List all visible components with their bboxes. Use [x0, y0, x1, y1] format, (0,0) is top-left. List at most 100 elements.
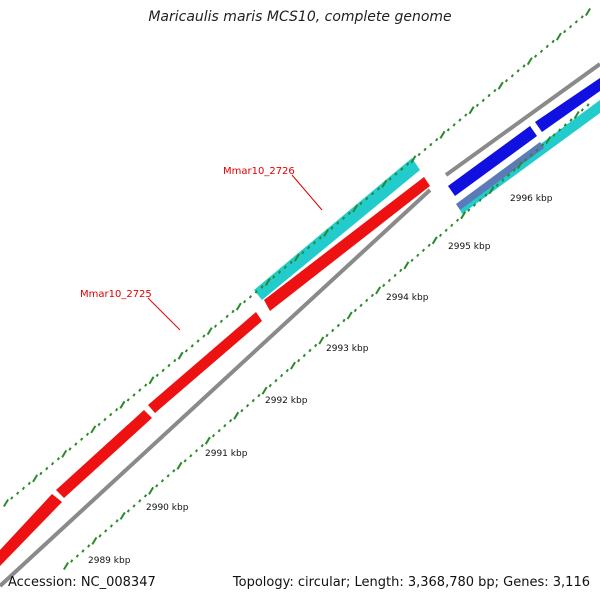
- minor-tick: [423, 147, 427, 152]
- gene-label-mmar10-2726[interactable]: Mmar10_2726: [223, 166, 295, 177]
- minor-tick: [289, 260, 293, 265]
- cds-feature[interactable]: [56, 410, 152, 498]
- major-tick: [488, 186, 495, 195]
- minor-tick: [213, 324, 218, 328]
- major-tick: [3, 498, 9, 508]
- gene-label-mmar10-2725[interactable]: Mmar10_2725: [80, 289, 152, 300]
- minor-tick: [478, 198, 482, 202]
- minor-tick: [228, 418, 233, 423]
- minor-tick: [87, 544, 91, 548]
- minor-tick: [512, 168, 516, 172]
- minor-tick: [189, 454, 193, 458]
- gene-label-leader: [147, 297, 181, 331]
- minor-tick: [297, 358, 301, 363]
- minor-tick: [138, 388, 142, 392]
- minor-tick: [70, 559, 74, 563]
- major-tick: [403, 261, 410, 270]
- minor-tick: [481, 98, 485, 103]
- minor-tick: [359, 201, 363, 206]
- minor-tick: [21, 486, 26, 491]
- minor-tick: [522, 64, 526, 68]
- gene-label-leader: [291, 174, 323, 211]
- minor-tick: [194, 449, 199, 453]
- minor-tick: [219, 319, 223, 324]
- cds-feature[interactable]: [0, 494, 62, 566]
- minor-tick: [458, 118, 462, 122]
- minor-tick: [416, 253, 420, 258]
- major-tick: [352, 204, 359, 213]
- minor-tick: [254, 290, 258, 294]
- minor-tick: [501, 178, 505, 182]
- major-tick: [148, 486, 155, 495]
- minor-tick: [196, 339, 200, 343]
- minor-tick: [406, 162, 410, 166]
- gene-feature[interactable]: [456, 142, 544, 210]
- minor-tick: [314, 343, 318, 348]
- major-tick: [460, 211, 467, 220]
- minor-tick: [50, 461, 55, 466]
- major-tick: [555, 32, 562, 41]
- minor-tick: [260, 285, 264, 289]
- minor-tick: [421, 248, 426, 253]
- minor-tick: [371, 191, 375, 196]
- minor-tick: [308, 348, 312, 353]
- minor-tick: [510, 74, 514, 78]
- major-tick: [90, 425, 97, 434]
- major-tick: [439, 130, 446, 139]
- minor-tick: [268, 383, 272, 388]
- major-tick: [261, 386, 268, 395]
- minor-tick: [429, 142, 433, 147]
- minor-tick: [438, 233, 443, 238]
- minor-tick: [552, 133, 556, 137]
- minor-tick: [80, 437, 84, 441]
- minor-tick: [330, 226, 334, 230]
- minor-tick: [272, 275, 276, 279]
- minor-tick: [285, 368, 289, 373]
- minor-tick: [545, 44, 549, 49]
- major-tick: [516, 161, 523, 170]
- minor-tick: [183, 459, 187, 463]
- gene-feature[interactable]: [535, 78, 600, 132]
- blue-gene-track: [448, 78, 600, 210]
- minor-tick: [417, 152, 421, 157]
- minor-tick: [541, 143, 545, 147]
- minor-tick: [382, 283, 386, 288]
- minor-tick: [280, 373, 284, 378]
- minor-tick: [516, 69, 520, 73]
- minor-tick: [563, 29, 567, 34]
- minor-tick: [132, 393, 136, 397]
- minor-tick: [504, 78, 509, 83]
- gene-feature[interactable]: [448, 126, 537, 196]
- minor-tick: [388, 177, 392, 181]
- major-tick: [235, 302, 242, 311]
- minor-tick: [353, 308, 357, 313]
- minor-tick: [558, 128, 562, 132]
- minor-tick: [225, 314, 229, 319]
- minor-tick: [202, 334, 206, 338]
- minor-tick: [393, 273, 397, 278]
- major-tick: [431, 236, 438, 245]
- major-tick: [176, 461, 183, 470]
- minor-tick: [427, 243, 431, 248]
- major-tick: [63, 561, 69, 571]
- major-tick: [233, 411, 240, 420]
- cds-feature-mmar10-2725[interactable]: [148, 312, 262, 413]
- minor-tick: [173, 358, 177, 363]
- minor-tick: [580, 108, 584, 112]
- minor-tick: [138, 499, 142, 503]
- cds-feature-mmar10-2726-fwd[interactable]: [264, 177, 430, 311]
- scale-tick-label: 2996 kbp: [510, 194, 553, 204]
- genome-backbone-right: [444, 62, 600, 177]
- minor-tick: [172, 469, 176, 473]
- minor-tick: [472, 203, 477, 207]
- major-tick: [346, 311, 353, 320]
- minor-tick: [104, 529, 108, 533]
- major-tick: [61, 449, 68, 458]
- major-tick: [375, 286, 382, 295]
- major-tick: [323, 228, 330, 237]
- cds-feature-mmar10-2726[interactable]: [254, 158, 420, 300]
- minor-tick: [257, 393, 261, 398]
- minor-tick: [231, 309, 235, 314]
- minor-tick: [446, 128, 450, 132]
